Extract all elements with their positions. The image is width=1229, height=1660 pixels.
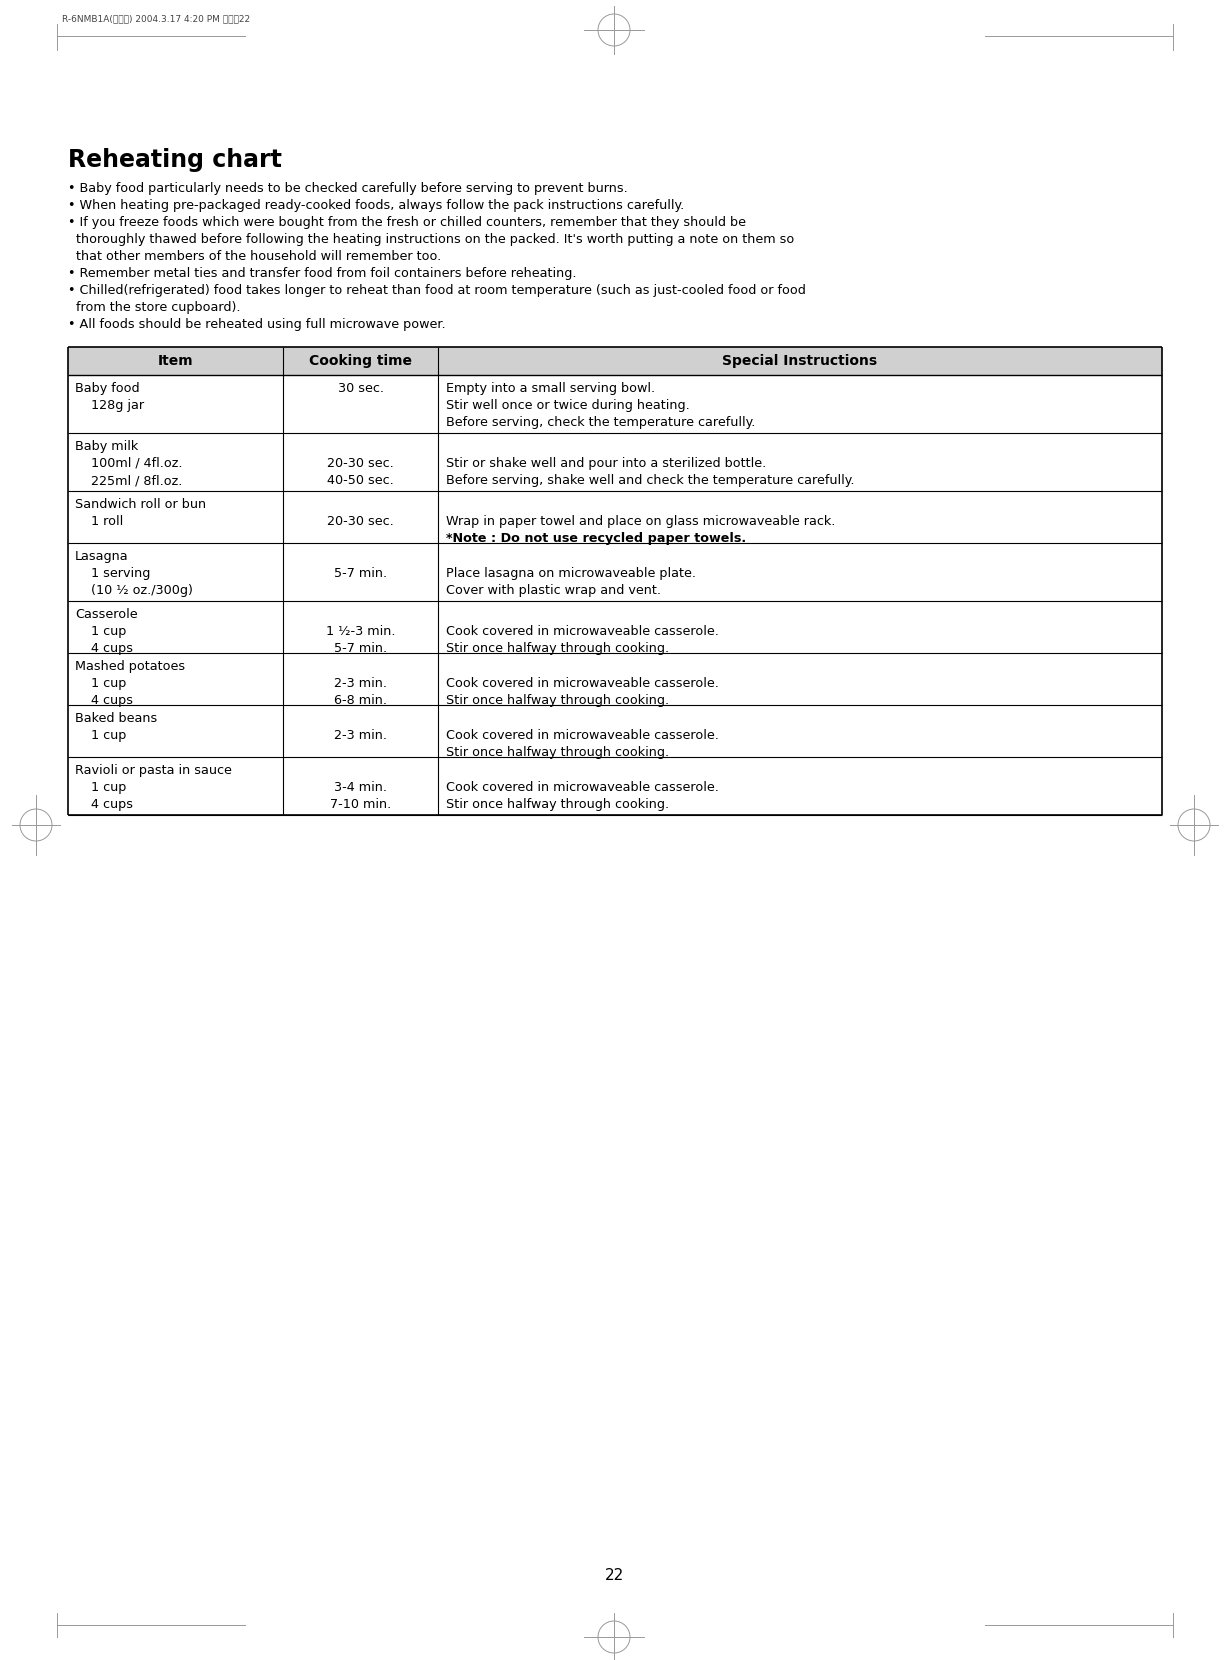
Text: 20-30 sec.: 20-30 sec.: [327, 515, 393, 528]
Text: • All foods should be reheated using full microwave power.: • All foods should be reheated using ful…: [68, 319, 446, 330]
Text: 1 roll: 1 roll: [75, 515, 123, 528]
Text: 1 cup: 1 cup: [75, 626, 127, 637]
Text: 100ml / 4fl.oz.: 100ml / 4fl.oz.: [75, 457, 182, 470]
Text: Stir once halfway through cooking.: Stir once halfway through cooking.: [446, 745, 669, 759]
Text: 7-10 min.: 7-10 min.: [329, 798, 391, 812]
Text: 128g jar: 128g jar: [75, 398, 144, 412]
Text: Lasagna: Lasagna: [75, 549, 129, 563]
Text: Baby food: Baby food: [75, 382, 140, 395]
Text: 2-3 min.: 2-3 min.: [334, 677, 387, 691]
Text: • Chilled(refrigerated) food takes longer to reheat than food at room temperatur: • Chilled(refrigerated) food takes longe…: [68, 284, 806, 297]
Text: 6-8 min.: 6-8 min.: [334, 694, 387, 707]
Text: 40-50 sec.: 40-50 sec.: [327, 475, 393, 486]
Text: 20-30 sec.: 20-30 sec.: [327, 457, 393, 470]
Text: Before serving, check the temperature carefully.: Before serving, check the temperature ca…: [446, 417, 756, 428]
Text: 225ml / 8fl.oz.: 225ml / 8fl.oz.: [75, 475, 182, 486]
Text: 1 serving: 1 serving: [75, 568, 150, 579]
Text: 4 cups: 4 cups: [75, 798, 133, 812]
Text: 2-3 min.: 2-3 min.: [334, 729, 387, 742]
Text: • Baby food particularly needs to be checked carefully before serving to prevent: • Baby food particularly needs to be che…: [68, 183, 628, 194]
Text: 30 sec.: 30 sec.: [338, 382, 383, 395]
Text: 1 ½-3 min.: 1 ½-3 min.: [326, 626, 396, 637]
Text: Reheating chart: Reheating chart: [68, 148, 281, 173]
Text: 4 cups: 4 cups: [75, 642, 133, 656]
Text: Item: Item: [157, 354, 193, 369]
Text: Cooking time: Cooking time: [308, 354, 412, 369]
Text: 3-4 min.: 3-4 min.: [334, 780, 387, 793]
Text: 22: 22: [605, 1569, 623, 1584]
Text: 1 cup: 1 cup: [75, 677, 127, 691]
Text: Baby milk: Baby milk: [75, 440, 138, 453]
Text: *Note : Do not use recycled paper towels.: *Note : Do not use recycled paper towels…: [446, 531, 746, 544]
Text: Mashed potatoes: Mashed potatoes: [75, 661, 186, 672]
Text: Sandwich roll or bun: Sandwich roll or bun: [75, 498, 206, 511]
Text: Wrap in paper towel and place on glass microwaveable rack.: Wrap in paper towel and place on glass m…: [446, 515, 836, 528]
Text: • If you freeze foods which were bought from the fresh or chilled counters, reme: • If you freeze foods which were bought …: [68, 216, 746, 229]
Text: Empty into a small serving bowl.: Empty into a small serving bowl.: [446, 382, 655, 395]
Text: • When heating pre-packaged ready-cooked foods, always follow the pack instructi: • When heating pre-packaged ready-cooked…: [68, 199, 685, 212]
Bar: [68, 347, 1161, 375]
Text: Cook covered in microwaveable casserole.: Cook covered in microwaveable casserole.: [446, 780, 719, 793]
Text: Cook covered in microwaveable casserole.: Cook covered in microwaveable casserole.: [446, 677, 719, 691]
Text: 5-7 min.: 5-7 min.: [334, 568, 387, 579]
Text: 1 cup: 1 cup: [75, 729, 127, 742]
Text: 5-7 min.: 5-7 min.: [334, 642, 387, 656]
Text: 4 cups: 4 cups: [75, 694, 133, 707]
Text: Special Instructions: Special Instructions: [723, 354, 878, 369]
Text: Ravioli or pasta in sauce: Ravioli or pasta in sauce: [75, 764, 232, 777]
Text: Casserole: Casserole: [75, 608, 138, 621]
Text: Stir or shake well and pour into a sterilized bottle.: Stir or shake well and pour into a steri…: [446, 457, 766, 470]
Text: Cover with plastic wrap and vent.: Cover with plastic wrap and vent.: [446, 584, 661, 598]
Text: R-6NMB1A(영기분) 2004.3.17 4:20 PM 페이직22: R-6NMB1A(영기분) 2004.3.17 4:20 PM 페이직22: [61, 13, 251, 23]
Text: Stir once halfway through cooking.: Stir once halfway through cooking.: [446, 642, 669, 656]
Text: Place lasagna on microwaveable plate.: Place lasagna on microwaveable plate.: [446, 568, 696, 579]
Text: 1 cup: 1 cup: [75, 780, 127, 793]
Text: Baked beans: Baked beans: [75, 712, 157, 725]
Text: Cook covered in microwaveable casserole.: Cook covered in microwaveable casserole.: [446, 626, 719, 637]
Text: • Remember metal ties and transfer food from foil containers before reheating.: • Remember metal ties and transfer food …: [68, 267, 576, 281]
Text: (10 ½ oz./300g): (10 ½ oz./300g): [75, 584, 193, 598]
Text: Stir well once or twice during heating.: Stir well once or twice during heating.: [446, 398, 689, 412]
Text: that other members of the household will remember too.: that other members of the household will…: [68, 251, 441, 262]
Text: from the store cupboard).: from the store cupboard).: [68, 300, 241, 314]
Text: Before serving, shake well and check the temperature carefully.: Before serving, shake well and check the…: [446, 475, 854, 486]
Text: thoroughly thawed before following the heating instructions on the packed. It's : thoroughly thawed before following the h…: [68, 232, 794, 246]
Text: Stir once halfway through cooking.: Stir once halfway through cooking.: [446, 694, 669, 707]
Text: Cook covered in microwaveable casserole.: Cook covered in microwaveable casserole.: [446, 729, 719, 742]
Text: Stir once halfway through cooking.: Stir once halfway through cooking.: [446, 798, 669, 812]
